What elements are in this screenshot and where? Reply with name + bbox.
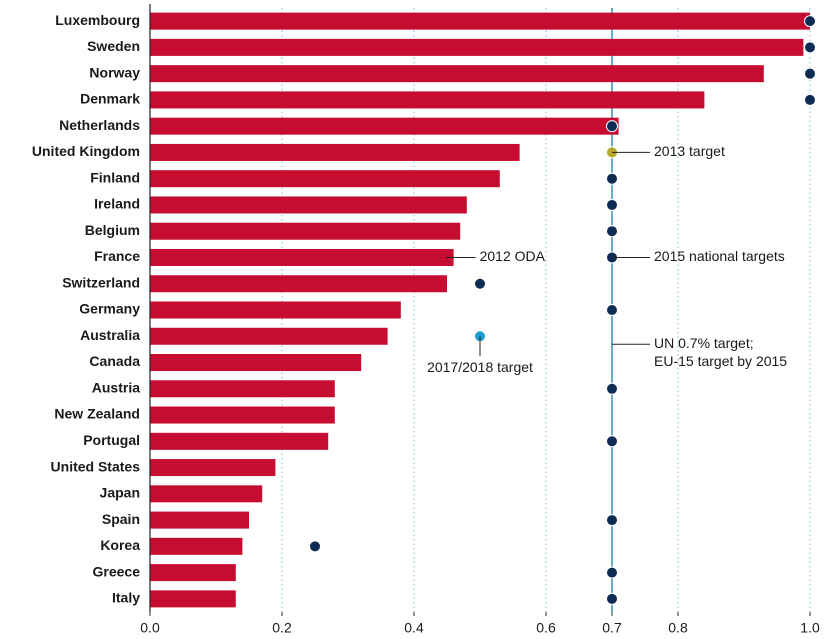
category-label: Netherlands [59,117,140,133]
bar [150,248,454,266]
target-dot [474,277,486,290]
bar [150,65,764,83]
target-dot [606,566,618,579]
target-dot [804,67,816,80]
bar [150,406,335,424]
category-label: Italy [112,590,140,606]
category-label: Australia [80,327,140,343]
category-label: United States [51,458,141,474]
series-label: 2017/2018 target [427,359,533,375]
x-tick-label: 0.2 [272,620,292,636]
category-label: Canada [89,353,140,369]
category-label: Switzerland [62,274,140,290]
series-label: 2013 target [654,143,725,159]
target-dot [606,514,618,527]
bar [150,485,263,503]
x-tick-label: 0.0 [140,620,160,636]
bar [150,12,810,30]
category-label: Norway [89,64,140,80]
target-dot [606,198,618,211]
target-dot [606,225,618,238]
category-label: Belgium [85,222,140,238]
x-tick-label: 0.7 [602,620,622,636]
series-label: 2015 national targets [654,248,785,264]
category-label: Ireland [94,196,140,212]
bar [150,196,467,214]
bar [150,117,619,135]
category-label: Spain [102,511,140,527]
bar [150,432,329,450]
category-label: France [94,248,140,264]
category-label: Denmark [80,91,140,107]
bar [150,91,705,109]
category-label: Luxembourg [55,12,140,28]
bar [150,380,335,398]
bar [150,564,236,582]
bar [150,537,243,555]
target-dot [606,435,618,448]
category-label: Germany [79,301,140,317]
target-dot [606,592,618,605]
target-dot [804,93,816,106]
category-label: Portugal [83,432,140,448]
bar [150,222,461,240]
category-label: Japan [100,485,140,501]
bar [150,38,804,56]
x-tick-label: 0.4 [404,620,424,636]
bar [150,459,276,477]
target-dot [606,382,618,395]
category-label: Finland [90,169,140,185]
category-label: Greece [93,563,141,579]
reference-label: EU-15 target by 2015 [654,353,787,369]
x-tick-label: 1.0 [800,620,820,636]
bar [150,327,388,345]
bar [150,301,401,319]
x-tick-label: 0.8 [668,620,688,636]
category-label: United Kingdom [32,143,140,159]
bar [150,354,362,372]
target-dot [606,172,618,185]
target-dot [804,41,816,54]
bar [150,511,249,529]
target-dot [606,120,618,133]
category-label: Austria [92,379,140,395]
target-dot [804,15,816,28]
category-label: New Zealand [54,406,140,422]
target-dot [606,304,618,316]
category-label: Korea [100,537,140,553]
x-tick-label: 0.6 [536,620,556,636]
bar [150,275,447,293]
bar [150,590,236,608]
category-label: Sweden [87,38,140,54]
series-label: 2012 ODA [480,248,546,264]
bar [150,143,520,161]
bar [150,170,500,188]
reference-label: UN 0.7% target; [654,335,754,351]
target-dot [309,540,321,553]
